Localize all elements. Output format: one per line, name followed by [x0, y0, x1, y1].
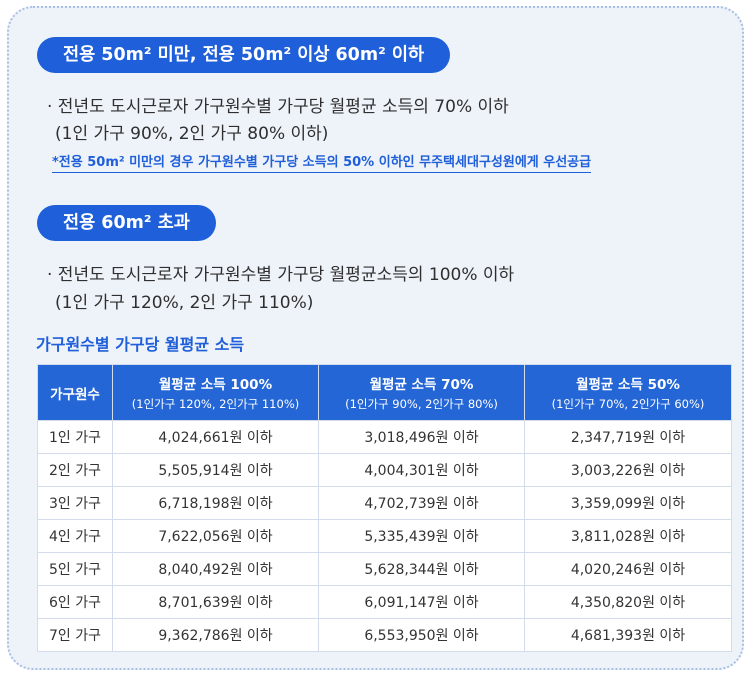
cell-income-50: 4,681,393원 이하 [524, 618, 732, 652]
cell-income-50: 3,811,028원 이하 [524, 519, 732, 553]
table-row: 1인 가구 4,024,661원 이하 3,018,496원 이하 2,347,… [37, 420, 732, 454]
table-row: 2인 가구 5,505,914원 이하 4,004,301원 이하 3,003,… [37, 453, 732, 487]
cell-household: 5인 가구 [37, 552, 113, 586]
cell-income-100: 4,024,661원 이하 [112, 420, 319, 454]
table-row: 6인 가구 8,701,639원 이하 6,091,147원 이하 4,350,… [37, 585, 732, 619]
cell-household: 6인 가구 [37, 585, 113, 619]
header-income-70-main: 월평균 소득 70% [369, 377, 474, 393]
header-income-50-main: 월평균 소득 50% [576, 377, 680, 393]
table-row: 7인 가구 9,362,786원 이하 6,553,950원 이하 4,681,… [37, 618, 732, 652]
cell-household: 2인 가구 [37, 453, 113, 487]
income-criteria-line: · 전년도 도시근로자 가구원수별 가구당 월평균 소득의 70% 이하 [47, 97, 509, 117]
section-heading-large-units: 전용 60m² 초과 [37, 205, 216, 241]
priority-supply-note: *전용 50m² 미만의 경우 가구원수별 가구당 소득의 50% 이하인 무주… [52, 151, 592, 173]
cell-household: 7인 가구 [37, 618, 113, 652]
table-row: 5인 가구 8,040,492원 이하 5,628,344원 이하 4,020,… [37, 552, 732, 586]
cell-income-70: 5,335,439원 이하 [318, 519, 525, 553]
cell-income-50: 3,003,226원 이하 [524, 453, 732, 487]
header-income-70: 월평균 소득 70% (1인가구 90%, 2인가구 80%) [318, 364, 525, 421]
header-income-100-sub: (1인가구 120%, 2인가구 110%) [131, 397, 300, 411]
cell-income-70: 3,018,496원 이하 [318, 420, 525, 454]
header-income-100-main: 월평균 소득 100% [158, 377, 273, 393]
cell-income-70: 4,702,739원 이하 [318, 486, 525, 520]
cell-income-100: 6,718,198원 이하 [112, 486, 319, 520]
cell-income-50: 4,020,246원 이하 [524, 552, 732, 586]
cell-household: 1인 가구 [37, 420, 113, 454]
cell-income-50: 3,359,099원 이하 [524, 486, 732, 520]
table-row: 3인 가구 6,718,198원 이하 4,702,739원 이하 3,359,… [37, 486, 732, 520]
cell-income-100: 8,701,639원 이하 [112, 585, 319, 619]
cell-household: 3인 가구 [37, 486, 113, 520]
cell-income-100: 8,040,492원 이하 [112, 552, 319, 586]
cell-household: 4인 가구 [37, 519, 113, 553]
income-criteria-detail-large: (1인 가구 120%, 2인 가구 110%) [55, 293, 314, 313]
section-heading-small-units: 전용 50m² 미만, 전용 50m² 이상 60m² 이하 [37, 37, 451, 73]
table-title: 가구원수별 가구당 월평균 소득 [36, 335, 245, 354]
header-income-50: 월평균 소득 50% (1인가구 70%, 2인가구 60%) [524, 364, 732, 421]
info-card: 전용 50m² 미만, 전용 50m² 이상 60m² 이하 · 전년도 도시근… [7, 6, 744, 670]
cell-income-50: 2,347,719원 이하 [524, 420, 732, 454]
header-income-50-sub: (1인가구 70%, 2인가구 60%) [551, 397, 705, 411]
cell-income-70: 5,628,344원 이하 [318, 552, 525, 586]
cell-income-100: 7,622,056원 이하 [112, 519, 319, 553]
cell-income-100: 5,505,914원 이하 [112, 453, 319, 487]
income-criteria-line-large: · 전년도 도시근로자 가구원수별 가구당 월평균소득의 100% 이하 [47, 265, 515, 285]
header-household-size: 가구원수 [37, 364, 113, 421]
income-table: 가구원수 월평균 소득 100% (1인가구 120%, 2인가구 110%) … [37, 364, 732, 652]
cell-income-70: 6,553,950원 이하 [318, 618, 525, 652]
cell-income-50: 4,350,820원 이하 [524, 585, 732, 619]
cell-income-70: 6,091,147원 이하 [318, 585, 525, 619]
header-income-100: 월평균 소득 100% (1인가구 120%, 2인가구 110%) [112, 364, 319, 421]
header-income-70-sub: (1인가구 90%, 2인가구 80%) [345, 397, 498, 411]
income-criteria-detail: (1인 가구 90%, 2인 가구 80% 이하) [55, 124, 329, 144]
cell-income-70: 4,004,301원 이하 [318, 453, 525, 487]
table-header-row: 가구원수 월평균 소득 100% (1인가구 120%, 2인가구 110%) … [37, 364, 732, 421]
cell-income-100: 9,362,786원 이하 [112, 618, 319, 652]
table-row: 4인 가구 7,622,056원 이하 5,335,439원 이하 3,811,… [37, 519, 732, 553]
